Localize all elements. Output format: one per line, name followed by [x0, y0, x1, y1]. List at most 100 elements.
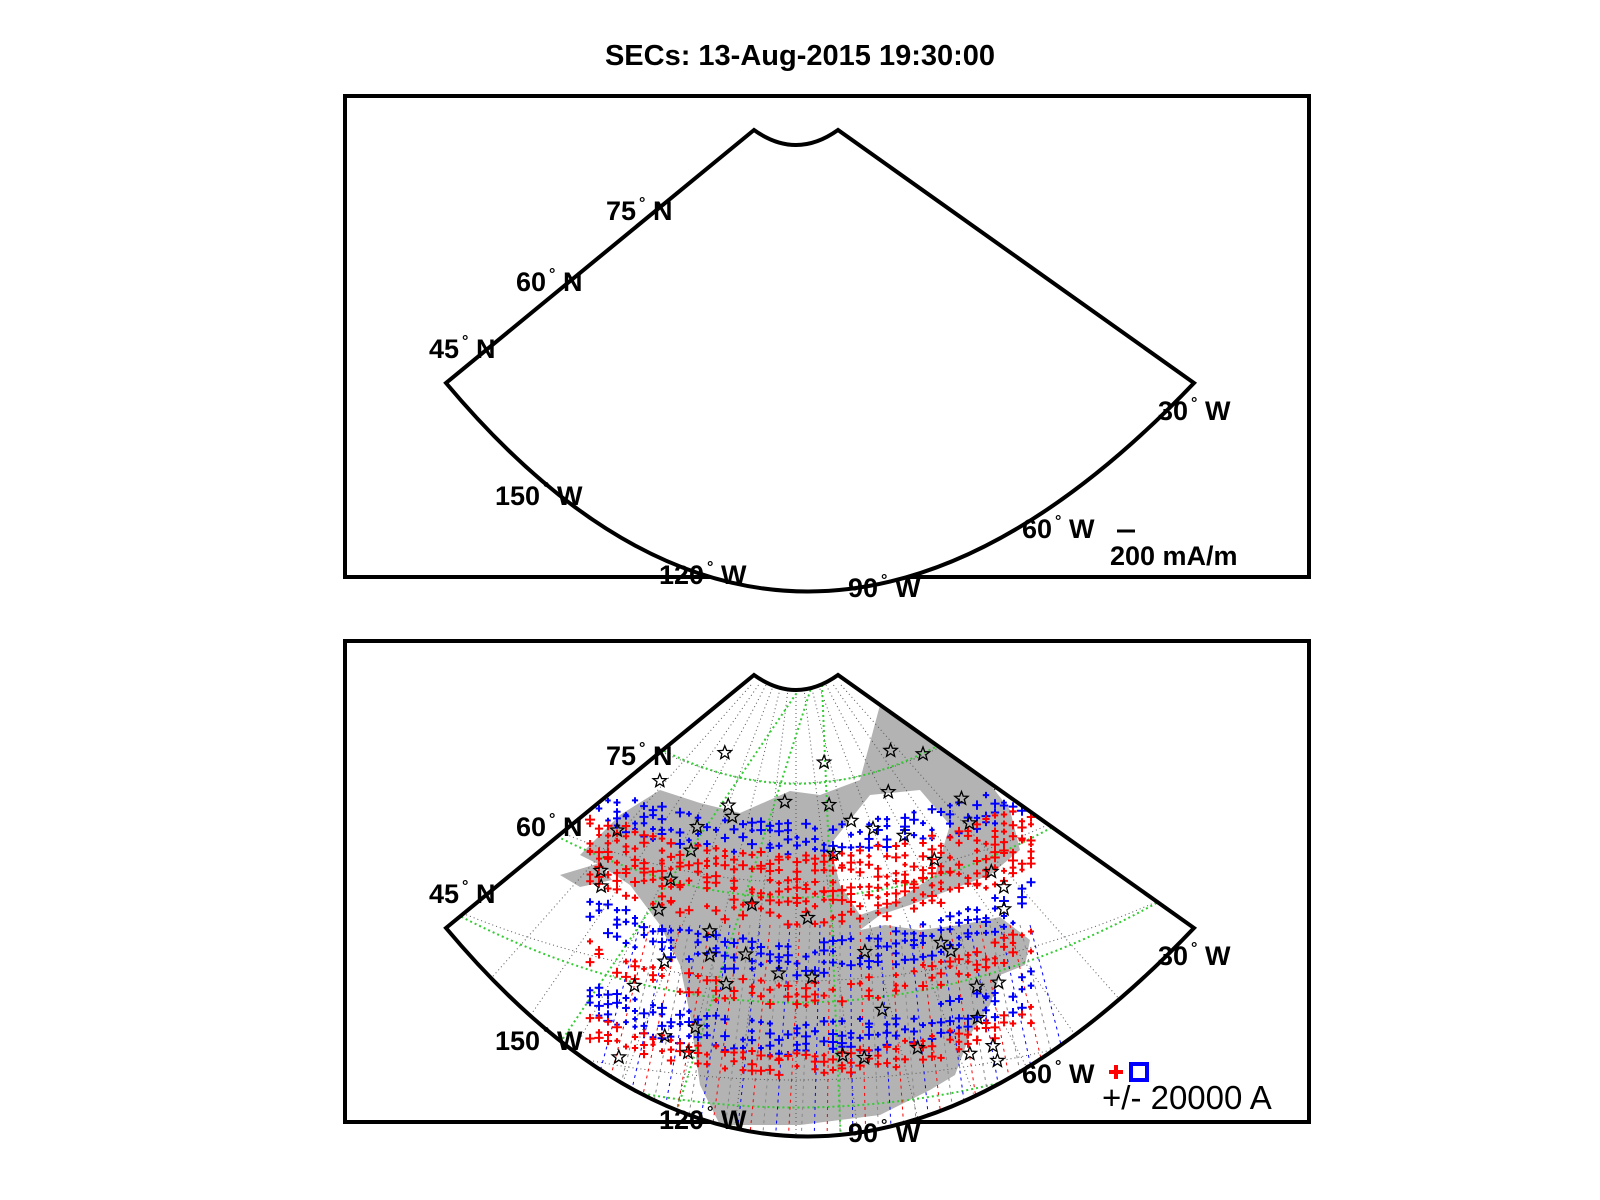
vector-tail: [1000, 188, 1035, 212]
sec-marker: [874, 943, 882, 950]
degree-symbol: °: [639, 195, 645, 212]
sec-marker: [937, 842, 945, 849]
sec-marker: [594, 1001, 604, 1011]
sec-marker: [892, 949, 900, 957]
sec-marker: [965, 959, 971, 965]
meridian-line: [818, 684, 1004, 1137]
sec-marker: [819, 1036, 829, 1046]
hemisphere-letter: W: [721, 1105, 747, 1135]
sec-marker: [622, 812, 630, 820]
sec-marker: [919, 953, 927, 961]
sec-marker: [1000, 912, 1008, 920]
sec-marker: [991, 820, 999, 827]
sec-marker: [828, 895, 838, 905]
sec-marker: [983, 995, 989, 1001]
sec-marker: [595, 1014, 603, 1022]
sec-marker: [776, 880, 782, 886]
sec-marker: [630, 877, 640, 887]
sec-marker: [677, 926, 683, 933]
sec-marker: [892, 1063, 900, 1071]
meridian-line: [810, 684, 936, 1137]
sec-marker: [974, 1025, 980, 1032]
sec-marker: [666, 1056, 676, 1065]
sec-marker: [857, 1015, 863, 1022]
sec-marker: [685, 955, 693, 963]
sec-marker: [902, 862, 908, 868]
sec-marker: [740, 1054, 746, 1061]
sec-marker: [775, 898, 783, 907]
sec-marker: [882, 942, 892, 951]
sec-marker: [720, 1014, 730, 1025]
sec-marker: [902, 1037, 908, 1044]
sec-marker: [956, 871, 962, 877]
sec-marker: [613, 906, 621, 914]
sec-marker: [586, 986, 594, 994]
sec-marker: [811, 878, 819, 886]
sec-marker: [585, 792, 595, 802]
sec-marker: [730, 883, 738, 892]
sec-marker: [875, 1031, 881, 1038]
hemisphere-letter: N: [476, 334, 496, 364]
sec-marker: [792, 857, 802, 867]
sec-marker: [892, 986, 900, 995]
sec-marker: [927, 961, 937, 971]
sec-radial: [939, 924, 971, 1137]
sec-marker: [990, 799, 1000, 809]
sec-marker: [865, 934, 873, 942]
sec-marker: [631, 920, 639, 927]
sec-marker: [1019, 932, 1025, 938]
degree-symbol: °: [1191, 395, 1197, 412]
sec-marker: [936, 1028, 946, 1038]
sec-marker: [758, 1045, 764, 1051]
sec-marker: [766, 827, 774, 834]
vector: [970, 187, 1008, 219]
sec-marker: [631, 797, 639, 804]
sec-marker: [668, 1037, 674, 1043]
sec-marker: [774, 1070, 784, 1080]
sec-marker: [1009, 782, 1017, 791]
sec-marker: [775, 866, 783, 874]
sec-marker: [604, 839, 612, 847]
sec-marker: [766, 876, 774, 884]
sec-marker: [756, 825, 766, 835]
sec-marker: [983, 885, 989, 891]
sec-marker: [650, 1002, 656, 1009]
star-icon: [882, 741, 900, 758]
hemisphere-letter: W: [1069, 514, 1095, 544]
sec-marker: [632, 1024, 638, 1030]
sec-marker: [695, 951, 701, 957]
sec-marker: [747, 817, 757, 828]
sec-marker: [911, 897, 917, 903]
sec-marker: [830, 914, 836, 921]
sec-marker: [668, 883, 674, 890]
star-icon: [961, 814, 978, 831]
sec-marker: [991, 812, 999, 819]
sec-marker: [765, 950, 775, 959]
sec-marker: [756, 942, 766, 952]
sec-marker: [900, 878, 910, 887]
sec-marker: [855, 914, 865, 923]
sec-marker: [856, 902, 864, 910]
sec-marker: [919, 891, 927, 898]
star-icon: [592, 877, 610, 894]
sec-marker: [1000, 958, 1008, 967]
sec-marker: [838, 820, 846, 828]
sec-marker: [955, 970, 963, 978]
sec-marker: [981, 854, 991, 864]
sec-marker: [1000, 942, 1008, 951]
sec-marker: [649, 927, 657, 935]
sec-marker: [856, 961, 864, 968]
sec-marker: [748, 899, 756, 908]
sec-radial: [657, 924, 701, 1137]
sec-marker: [990, 927, 1000, 936]
star-icon: [716, 744, 734, 760]
sec-radial: [1009, 924, 1062, 1137]
sec-marker: [866, 964, 872, 970]
sec-marker: [641, 966, 647, 972]
sec-marker: [586, 998, 594, 1007]
sec-radial: [670, 924, 711, 1137]
sec-marker: [883, 852, 891, 860]
sec-marker: [1026, 835, 1036, 846]
sec-marker: [811, 825, 819, 832]
sec-marker: [685, 877, 693, 884]
